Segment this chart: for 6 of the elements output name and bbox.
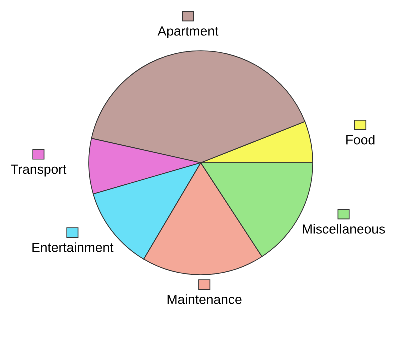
- legend-label: Food: [346, 135, 375, 145]
- legend-label: Entertainment: [32, 242, 114, 252]
- legend-label: Miscellaneous: [303, 224, 386, 234]
- legend-label: Maintenance: [168, 294, 242, 304]
- legend-label: Transport: [10, 164, 67, 177]
- legend-label: Apartment: [158, 26, 219, 39]
